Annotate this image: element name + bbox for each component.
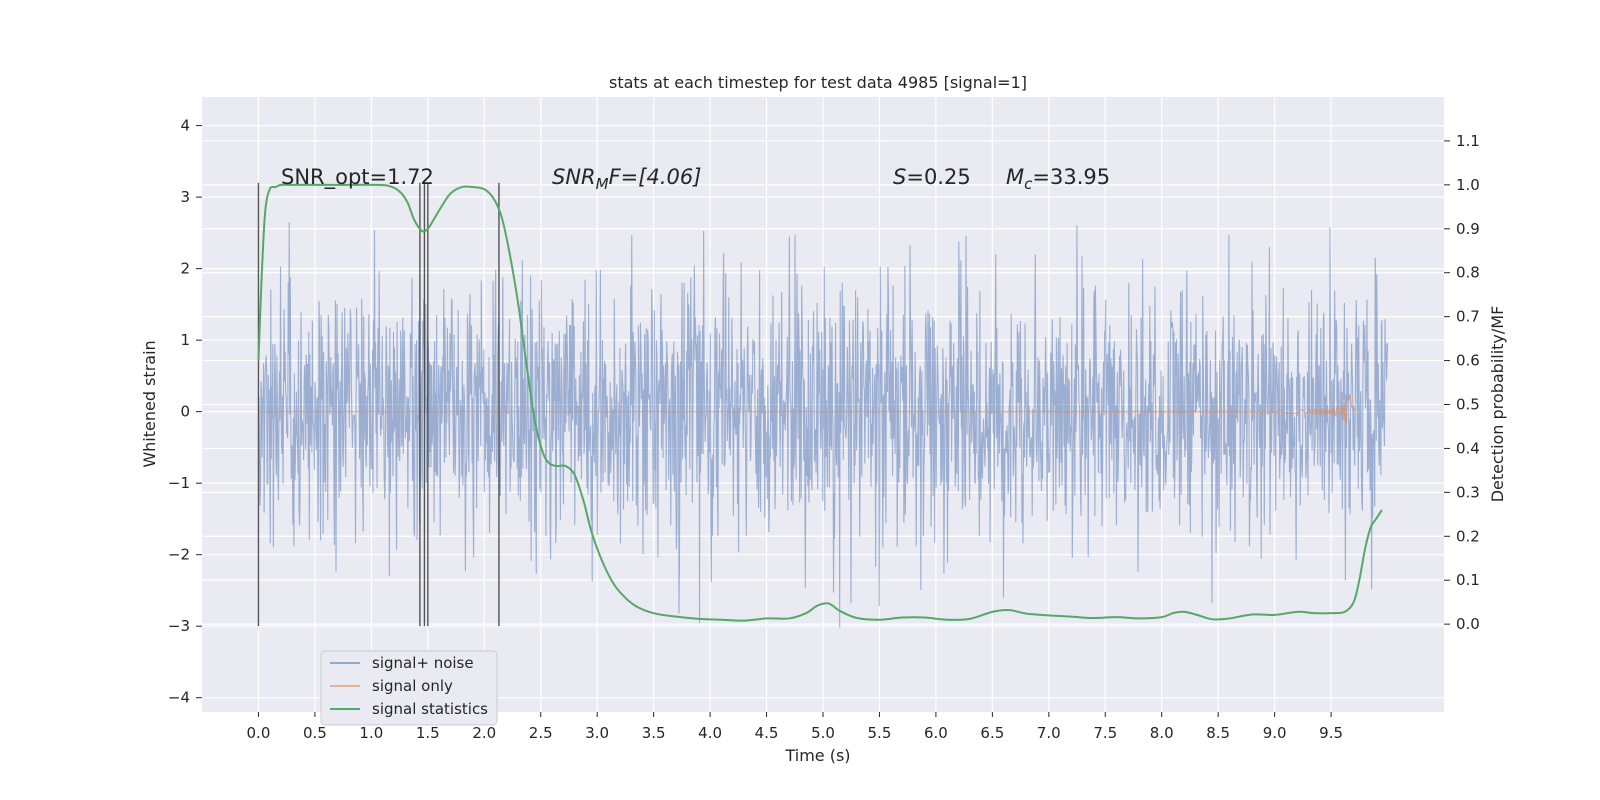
legend-label-noise: signal+ noise (372, 654, 474, 672)
signal-line (258, 394, 1357, 424)
x-tick-label: 1.0 (359, 724, 383, 742)
x-tick-label: 6.5 (980, 724, 1004, 742)
x-axis: 0.0 0.5 1.0 1.5 2.0 2.5 3.0 3.5 4.0 4.5 5.0 5.5 6.0 6… (247, 712, 1343, 742)
annotation-snr-mf-value: F=[4.06] (609, 165, 702, 189)
x-tick-label: 2.5 (529, 724, 553, 742)
y-tick-label: −1 (168, 474, 190, 492)
annotation-snr-mf-subscript: M (596, 175, 609, 193)
series-signal-statistics (257, 183, 1383, 622)
annotation-mc-value: =33.95 (1032, 165, 1110, 189)
x-tick-label: 8.0 (1150, 724, 1174, 742)
y2-tick-label: 0.2 (1456, 527, 1480, 545)
x-tick-label: 4.5 (755, 724, 779, 742)
annotation-mc: Mc=33.95 (1006, 165, 1110, 193)
y-axis-left: −4 −3 −2 −1 0 1 2 3 4 (168, 117, 202, 707)
x-tick-label: 9.5 (1319, 724, 1343, 742)
y-tick-label: 0 (180, 403, 190, 421)
y2-tick-label: 0.9 (1456, 220, 1480, 238)
x-tick-label: 8.5 (1206, 724, 1230, 742)
y2-tick-label: 0.8 (1456, 264, 1480, 282)
y-tick-label: 1 (180, 331, 190, 349)
x-tick-label: 0.5 (303, 724, 327, 742)
x-tick-label: 6.0 (924, 724, 948, 742)
y2-tick-label: 0.3 (1456, 483, 1480, 501)
y2-axis-label: Detection probability/MF (1488, 306, 1507, 503)
x-tick-label: 2.0 (472, 724, 496, 742)
x-tick-label: 5.5 (868, 724, 892, 742)
x-axis-label: Time (s) (784, 746, 850, 765)
x-tick-label: 5.0 (811, 724, 835, 742)
x-tick-label: 9.0 (1263, 724, 1287, 742)
legend-label-signal: signal only (372, 677, 453, 695)
x-tick-label: 0.0 (247, 724, 271, 742)
annotation-mc-subscript: c (1024, 175, 1033, 193)
annotation-snr-mf-label: SNR (552, 165, 596, 189)
y2-tick-label: 0.5 (1456, 396, 1480, 414)
y-axis-label: Whitened strain (140, 340, 159, 467)
annotation-s-label: S (893, 165, 906, 189)
annotation-snr-mf: SNRMF=[4.06] (552, 165, 701, 193)
x-tick-label: 7.5 (1093, 724, 1117, 742)
series-signal-only (258, 394, 1357, 424)
y2-tick-label: 0.7 (1456, 308, 1480, 326)
y-tick-label: −3 (168, 617, 190, 635)
legend-label-stats: signal statistics (372, 700, 488, 718)
y2-tick-label: 1.1 (1456, 132, 1480, 150)
annotation-mc-label: M (1006, 165, 1024, 189)
annotation-s-value: =0.25 (906, 165, 970, 189)
annotation-snr-opt: SNR_opt=1.72 (281, 165, 434, 190)
legend: signal+ noise signal only signal statist… (320, 650, 498, 726)
y-tick-label: 2 (180, 260, 190, 278)
y2-tick-label: 0.6 (1456, 352, 1480, 370)
legend-box (320, 650, 498, 726)
y-tick-label: −4 (168, 689, 190, 707)
y-tick-label: 4 (180, 117, 190, 135)
vertical-markers (257, 182, 500, 627)
noise-line (257, 222, 1389, 628)
y-tick-label: −2 (168, 546, 190, 564)
y2-tick-label: 0.0 (1456, 615, 1480, 633)
y-tick-label: 3 (180, 188, 190, 206)
y2-tick-label: 0.4 (1456, 439, 1480, 457)
chart-title: stats at each timestep for test data 498… (609, 73, 1027, 92)
x-tick-label: 1.5 (416, 724, 440, 742)
stats-line (257, 183, 1383, 622)
x-tick-label: 4.0 (698, 724, 722, 742)
x-tick-label: 3.5 (642, 724, 666, 742)
x-tick-label: 7.0 (1037, 724, 1061, 742)
series-signal-noise (257, 222, 1389, 628)
annotation-s: S=0.25 (893, 165, 971, 189)
y2-tick-label: 0.1 (1456, 571, 1480, 589)
y-axis-right: 0.0 0.1 0.2 0.3 0.4 0.5 0.6 0.7 0.8 0.9 1.0 1.1 (1444, 132, 1480, 633)
x-tick-label: 3.0 (585, 724, 609, 742)
y2-tick-label: 1.0 (1456, 176, 1480, 194)
